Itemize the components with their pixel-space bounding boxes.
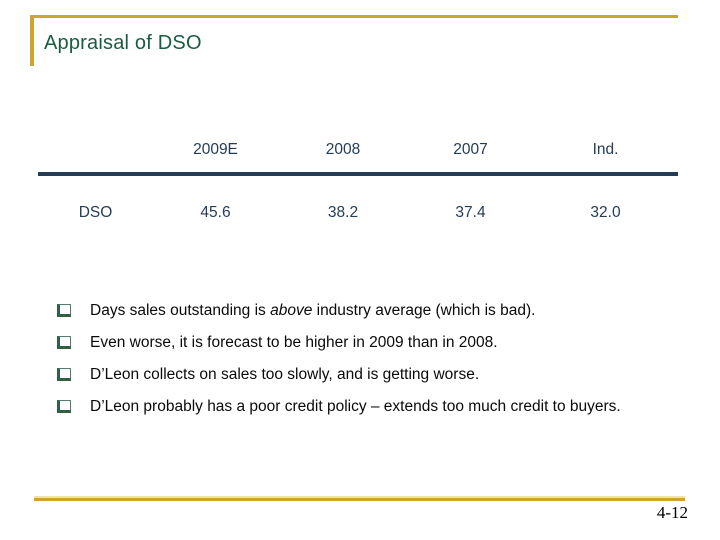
table-header-ind: Ind. bbox=[592, 141, 619, 158]
table-value-2008: 38.2 bbox=[327, 204, 359, 221]
list-item: D’Leon probably has a poor credit policy… bbox=[57, 397, 657, 417]
table-header-2008: 2008 bbox=[325, 141, 361, 158]
left-accent-bar bbox=[30, 15, 34, 66]
square-bullet-icon bbox=[57, 336, 71, 349]
table-value-2007: 37.4 bbox=[455, 204, 486, 221]
list-item: D’Leon collects on sales too slowly, and… bbox=[57, 365, 657, 385]
page-number: 4-12 bbox=[656, 503, 688, 522]
dso-table: 2009E 2008 2007 Ind. DSO 45.6 38.2 37.4 … bbox=[38, 139, 678, 224]
bullet-text: Days sales outstanding is above industry… bbox=[90, 301, 535, 321]
bullet-text: Even worse, it is forecast to be higher … bbox=[90, 333, 498, 353]
bullet-text: D’Leon probably has a poor credit policy… bbox=[90, 397, 621, 417]
bullet-text-pre: D’Leon collects on sales too slowly, and… bbox=[90, 366, 480, 383]
table-header-2009e: 2009E bbox=[193, 141, 238, 158]
table-value-ind: 32.0 bbox=[590, 204, 621, 221]
bullet-text: D’Leon collects on sales too slowly, and… bbox=[90, 365, 479, 385]
square-bullet-icon bbox=[57, 304, 71, 317]
table-header-row: 2009E 2008 2007 Ind. bbox=[38, 139, 678, 161]
top-accent-line bbox=[30, 15, 678, 18]
table-row-label: DSO bbox=[78, 204, 113, 221]
square-bullet-icon bbox=[57, 400, 71, 413]
bullet-text-pre: Days sales outstanding is bbox=[90, 302, 271, 319]
bullet-list: Days sales outstanding is above industry… bbox=[57, 301, 657, 429]
table-corner-cell bbox=[38, 139, 153, 161]
slide-title: Appraisal of DSO bbox=[44, 32, 202, 54]
bullet-text-pre: Even worse, it is forecast to be higher … bbox=[90, 334, 498, 351]
bullet-text-post: industry average (which is bad). bbox=[312, 302, 536, 319]
table-value-2009e: 45.6 bbox=[200, 204, 231, 221]
square-bullet-icon bbox=[57, 368, 71, 381]
bullet-text-pre: D’Leon probably has a poor credit policy… bbox=[90, 398, 621, 415]
list-item: Days sales outstanding is above industry… bbox=[57, 301, 657, 321]
bullet-text-em: above bbox=[270, 302, 313, 319]
table-header-rule bbox=[38, 172, 678, 176]
table-header-2007: 2007 bbox=[453, 141, 488, 158]
list-item: Even worse, it is forecast to be higher … bbox=[57, 333, 657, 353]
table-row-dso: DSO 45.6 38.2 37.4 32.0 bbox=[38, 202, 678, 224]
bottom-accent-line bbox=[34, 496, 685, 501]
